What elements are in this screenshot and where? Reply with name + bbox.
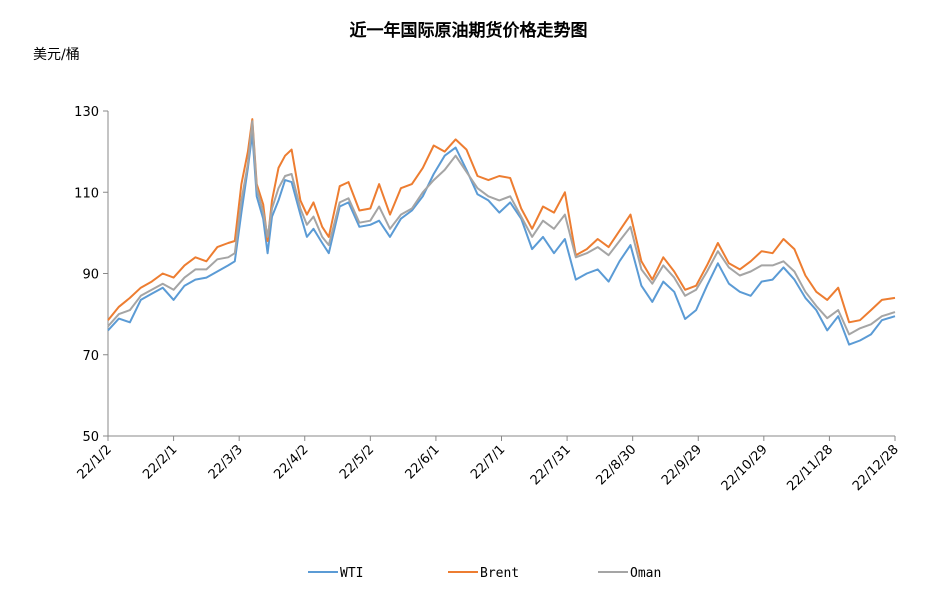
axes-group: 50 70 90 110 130 22/1/2 22/2/1 22/3/3 22/4/2 22/5… [74,105,902,494]
series-line-wti [107,132,896,346]
chart-title: 近一年国际原油期货价格走势图 [349,21,588,41]
x-tick-label: 22/12/28 [850,442,902,494]
series-line-brent [107,118,896,324]
legend: WTI Brent Oman [308,566,661,581]
y-tick-label: 50 [82,430,99,445]
x-tick-label: 22/1/2 [75,442,115,482]
x-tick-label: 22/2/1 [140,442,180,482]
y-tick-label: 110 [74,186,99,201]
y-tick-label: 130 [74,105,99,120]
y-axis-unit-label: 美元/桶 [33,47,80,63]
series-line-oman [107,120,896,336]
x-tick-label: 22/5/2 [337,442,377,482]
x-tick-label: 22/9/29 [659,442,705,488]
legend-label-brent: Brent [480,566,519,581]
x-tick-label: 22/8/30 [593,442,639,488]
x-tick-label: 22/6/1 [403,442,443,482]
legend-label-wti: WTI [340,566,363,581]
x-tick-label: 22/7/31 [528,442,574,488]
x-tick-label: 22/3/3 [206,442,246,482]
x-tick-label: 22/4/2 [271,442,311,482]
x-tick-label: 22/10/29 [719,442,771,494]
y-tick-label: 70 [82,349,99,364]
series-layer [107,118,896,346]
x-tick-label: 22/11/28 [784,442,836,494]
legend-label-oman: Oman [630,566,661,581]
y-tick-label: 90 [82,268,99,283]
x-tick-label: 22/7/1 [468,442,508,482]
